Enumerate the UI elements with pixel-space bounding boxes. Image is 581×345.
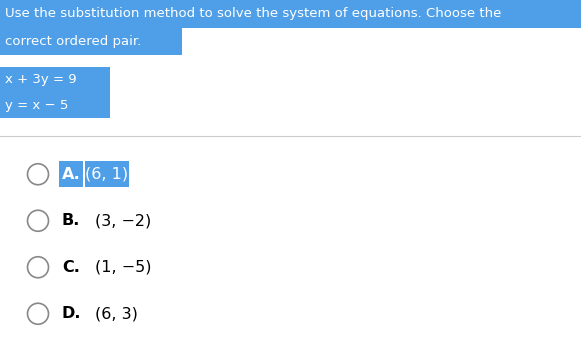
Text: D.: D.	[61, 306, 81, 321]
Text: (1, −5): (1, −5)	[95, 260, 152, 275]
Text: y = x − 5: y = x − 5	[5, 99, 69, 112]
FancyBboxPatch shape	[0, 28, 182, 55]
FancyBboxPatch shape	[59, 161, 83, 187]
Text: A.: A.	[62, 167, 80, 182]
Text: x + 3y = 9: x + 3y = 9	[5, 73, 77, 86]
Text: B.: B.	[62, 213, 80, 228]
Text: (3, −2): (3, −2)	[95, 213, 151, 228]
Text: Use the substitution method to solve the system of equations. Choose the: Use the substitution method to solve the…	[5, 7, 501, 20]
Text: (6, 1): (6, 1)	[85, 167, 128, 182]
Text: (6, 3): (6, 3)	[95, 306, 138, 321]
FancyBboxPatch shape	[85, 161, 129, 187]
FancyBboxPatch shape	[0, 67, 110, 118]
Text: C.: C.	[62, 260, 80, 275]
FancyBboxPatch shape	[0, 0, 581, 28]
Text: correct ordered pair.: correct ordered pair.	[5, 35, 141, 48]
